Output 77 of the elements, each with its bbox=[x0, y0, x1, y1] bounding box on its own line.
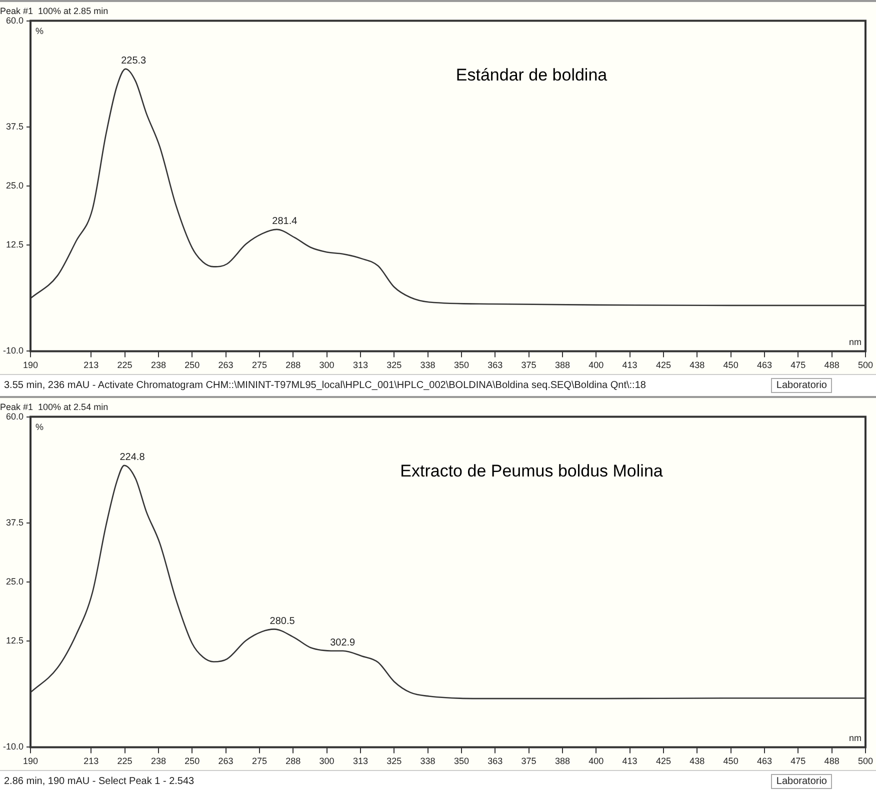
x-tick-label: 238 bbox=[150, 756, 166, 766]
x-tick-label: 400 bbox=[588, 360, 604, 370]
text: 3.55 min, 236 mAU - Activate Chromatogram CHM::\MININT-T97ML95_local\HPLC_001\HPLC_002\BOLDINA\Boldina seq.SEQ\Boldina Qnt\::18 bbox=[4, 380, 646, 391]
text: 2.86 min, 190 mAU - Select Peak 1 - 2.543 bbox=[4, 776, 194, 787]
y-tick-label: -10.0 bbox=[3, 346, 24, 356]
x-tick-label: 425 bbox=[656, 756, 671, 766]
text: Laboratorio bbox=[771, 378, 832, 393]
x-tick-label: 338 bbox=[420, 756, 436, 766]
y-tick-label: -10.0 bbox=[3, 742, 24, 752]
x-tick-label: 388 bbox=[554, 756, 570, 766]
x-tick-label: 463 bbox=[756, 360, 772, 370]
x-tick-label: 313 bbox=[352, 360, 368, 370]
x-tick-label: 463 bbox=[756, 756, 772, 766]
x-tick-label: 325 bbox=[386, 360, 402, 370]
x-tick-label: 450 bbox=[723, 360, 738, 370]
annotation: 225.3 bbox=[121, 56, 147, 67]
y-tick-label: 60.0 bbox=[6, 411, 24, 422]
x-tick-label: 375 bbox=[521, 756, 536, 766]
annotation: 224.8 bbox=[120, 452, 146, 464]
annotation: 280.5 bbox=[270, 616, 296, 627]
x-tick-label: 375 bbox=[521, 360, 536, 370]
x-tick-label: 500 bbox=[858, 756, 874, 766]
x-tick-label: 350 bbox=[454, 360, 469, 370]
x-tick-label: 475 bbox=[790, 360, 806, 370]
x-tick-label: 190 bbox=[23, 756, 38, 766]
annotation: 302.9 bbox=[330, 638, 356, 649]
x-tick-label: 250 bbox=[184, 360, 200, 370]
x-tick-label: 275 bbox=[252, 360, 267, 370]
x-tick-label: 413 bbox=[622, 756, 638, 766]
x-tick-label: 425 bbox=[656, 360, 671, 370]
x-tick-label: 300 bbox=[319, 360, 334, 370]
x-tick-label: 325 bbox=[386, 756, 402, 766]
x-tick-label: 225 bbox=[117, 756, 132, 766]
x-tick-label: 263 bbox=[218, 360, 234, 370]
y-tick-label: 12.5 bbox=[6, 239, 24, 250]
annotation: 281.4 bbox=[272, 216, 298, 228]
x-tick-label: 225 bbox=[117, 360, 132, 370]
x-tick-label: 413 bbox=[622, 360, 638, 370]
annotation: Estándar de boldina bbox=[456, 65, 608, 84]
y-tick-label: 25.0 bbox=[6, 180, 24, 190]
y-axis-title: % bbox=[36, 422, 44, 432]
x-tick-label: 313 bbox=[352, 756, 368, 766]
y-axis-title: % bbox=[36, 26, 44, 36]
x-tick-label: 238 bbox=[150, 360, 166, 370]
x-axis-title: nm bbox=[848, 337, 862, 348]
x-tick-label: 213 bbox=[84, 756, 99, 766]
x-tick-label: 288 bbox=[286, 756, 301, 766]
x-tick-label: 388 bbox=[554, 360, 570, 370]
x-tick-label: 288 bbox=[286, 360, 301, 370]
annotation: Extracto de Peumus boldus Molina bbox=[400, 461, 664, 480]
text: Laboratorio bbox=[771, 774, 832, 789]
y-tick-label: 37.5 bbox=[6, 121, 24, 132]
x-tick-label: 275 bbox=[252, 756, 267, 766]
y-tick-label: 60.0 bbox=[6, 15, 24, 26]
x-tick-label: 213 bbox=[84, 360, 99, 370]
x-tick-label: 438 bbox=[690, 360, 705, 370]
x-tick-label: 190 bbox=[23, 360, 38, 370]
x-tick-label: 350 bbox=[454, 756, 469, 766]
x-tick-label: 338 bbox=[420, 360, 436, 370]
x-tick-label: 263 bbox=[218, 756, 234, 766]
x-tick-label: 450 bbox=[723, 756, 738, 766]
y-tick-label: 37.5 bbox=[6, 517, 24, 528]
chart-title: Peak #1 100% at 2.54 min bbox=[0, 402, 108, 412]
x-tick-label: 488 bbox=[824, 360, 840, 370]
x-tick-label: 475 bbox=[790, 756, 806, 766]
chart-title: Peak #1 100% at 2.85 min bbox=[0, 6, 108, 16]
y-tick-label: 25.0 bbox=[6, 576, 24, 586]
x-tick-label: 488 bbox=[824, 756, 840, 766]
x-tick-label: 363 bbox=[488, 756, 503, 766]
x-tick-label: 300 bbox=[319, 756, 334, 766]
x-tick-label: 363 bbox=[488, 360, 503, 370]
y-tick-label: 12.5 bbox=[6, 635, 24, 646]
x-tick-label: 250 bbox=[184, 756, 200, 766]
x-tick-label: 400 bbox=[588, 756, 604, 766]
x-axis-title: nm bbox=[848, 733, 862, 744]
x-tick-label: 438 bbox=[690, 756, 705, 766]
x-tick-label: 500 bbox=[858, 360, 874, 370]
